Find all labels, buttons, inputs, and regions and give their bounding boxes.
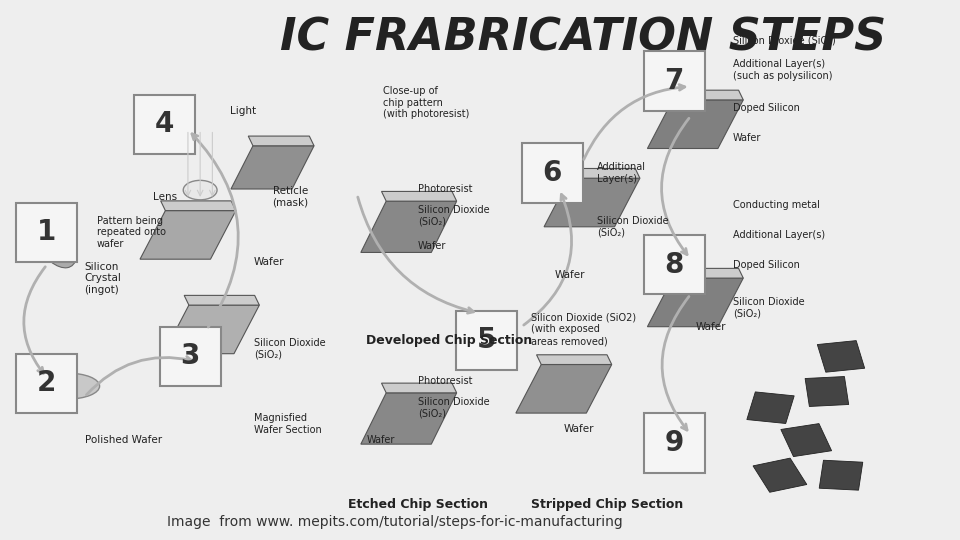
Text: Reticle
(mask): Reticle (mask) [273, 186, 308, 208]
FancyBboxPatch shape [521, 143, 583, 202]
Polygon shape [753, 458, 806, 492]
Polygon shape [249, 136, 314, 146]
Text: Silicon Dioxide
(SiO₂): Silicon Dioxide (SiO₂) [419, 205, 490, 227]
Ellipse shape [33, 213, 77, 268]
Text: 2: 2 [36, 369, 57, 397]
FancyBboxPatch shape [16, 202, 77, 262]
Text: Wafer: Wafer [732, 133, 761, 143]
Polygon shape [668, 268, 743, 278]
Polygon shape [381, 383, 457, 393]
Text: Wafer: Wafer [695, 322, 726, 332]
Polygon shape [537, 355, 612, 365]
Text: Conducting metal: Conducting metal [732, 200, 820, 210]
Polygon shape [780, 423, 831, 457]
Polygon shape [184, 295, 259, 305]
FancyBboxPatch shape [643, 51, 705, 111]
Text: Additional Layer(s): Additional Layer(s) [732, 230, 825, 240]
Text: Silicon Dioxide
(SiO₂): Silicon Dioxide (SiO₂) [419, 397, 490, 418]
Text: IC FRABRICATION STEPS: IC FRABRICATION STEPS [279, 16, 886, 59]
Polygon shape [381, 192, 457, 201]
Text: Close-up of
chip pattern
(with photoresist): Close-up of chip pattern (with photoresi… [383, 86, 469, 119]
Polygon shape [817, 341, 865, 372]
Text: Stripped Chip Section: Stripped Chip Section [531, 498, 684, 511]
Polygon shape [163, 305, 259, 354]
Polygon shape [544, 178, 640, 227]
Polygon shape [516, 364, 612, 413]
Polygon shape [668, 90, 743, 100]
Text: 6: 6 [542, 159, 562, 187]
Text: Wafer: Wafer [253, 257, 284, 267]
Polygon shape [140, 211, 236, 259]
Text: Wafer: Wafer [554, 271, 585, 280]
Text: 4: 4 [156, 110, 175, 138]
Text: Polished Wafer: Polished Wafer [84, 435, 161, 445]
Text: Doped Silicon: Doped Silicon [732, 103, 800, 113]
Text: 7: 7 [664, 67, 684, 95]
Text: Developed Chip Section: Developed Chip Section [367, 334, 533, 347]
Ellipse shape [183, 180, 217, 200]
Text: 9: 9 [664, 429, 684, 457]
Text: 5: 5 [476, 326, 496, 354]
Polygon shape [647, 100, 743, 149]
Polygon shape [231, 146, 314, 189]
Text: 3: 3 [180, 342, 200, 370]
Text: Additional
Layer(s): Additional Layer(s) [597, 162, 646, 184]
Polygon shape [819, 460, 863, 490]
Text: Silicon
Crystal
(ingot): Silicon Crystal (ingot) [84, 261, 122, 295]
Text: Light: Light [230, 106, 256, 116]
Polygon shape [361, 393, 457, 444]
Ellipse shape [36, 373, 100, 399]
Polygon shape [361, 201, 457, 252]
Text: Pattern being
repeated onto
wafer: Pattern being repeated onto wafer [97, 215, 166, 249]
Text: Wafer: Wafer [564, 424, 594, 434]
Polygon shape [160, 201, 236, 211]
Text: 1: 1 [36, 218, 56, 246]
Polygon shape [747, 392, 794, 423]
Text: Doped Silicon: Doped Silicon [732, 260, 800, 269]
FancyBboxPatch shape [134, 94, 196, 154]
FancyBboxPatch shape [159, 327, 221, 386]
Text: Silicon Dioxide (SiO₂): Silicon Dioxide (SiO₂) [732, 36, 836, 45]
FancyBboxPatch shape [643, 413, 705, 472]
Text: Lens: Lens [154, 192, 178, 202]
Text: Silicon Dioxide
(SiO₂): Silicon Dioxide (SiO₂) [253, 338, 325, 359]
FancyBboxPatch shape [643, 235, 705, 294]
Text: Image  from www. mepits.com/tutorial/steps-for-ic-manufacturing: Image from www. mepits.com/tutorial/step… [167, 515, 622, 529]
Polygon shape [647, 278, 743, 327]
Text: Wafer: Wafer [367, 435, 395, 445]
Text: Additional Layer(s)
(such as polysilicon): Additional Layer(s) (such as polysilicon… [732, 59, 832, 81]
Text: 8: 8 [664, 251, 684, 279]
FancyBboxPatch shape [456, 310, 516, 370]
Text: Photoresist: Photoresist [419, 184, 472, 194]
Polygon shape [564, 168, 640, 178]
Polygon shape [805, 376, 849, 407]
Text: Wafer: Wafer [419, 241, 446, 251]
Text: Silicon Dioxide
(SiO₂): Silicon Dioxide (SiO₂) [732, 297, 804, 319]
Text: Photoresist: Photoresist [419, 376, 472, 386]
Text: Silicon Dioxide (SiO2)
(with exposed
areas removed): Silicon Dioxide (SiO2) (with exposed are… [531, 313, 636, 346]
FancyBboxPatch shape [16, 354, 77, 413]
Text: Magnisfied
Wafer Section: Magnisfied Wafer Section [253, 413, 322, 435]
Text: Etched Chip Section: Etched Chip Section [348, 498, 488, 511]
Text: Silicon Dioxide
(SiO₂): Silicon Dioxide (SiO₂) [597, 216, 668, 238]
